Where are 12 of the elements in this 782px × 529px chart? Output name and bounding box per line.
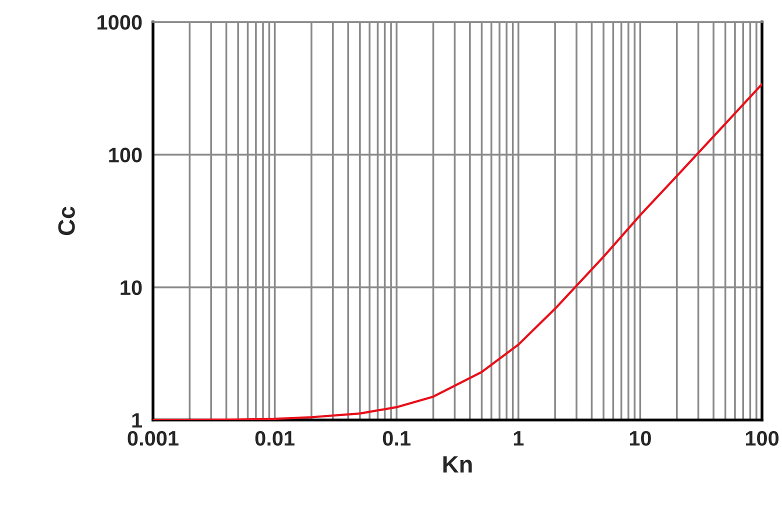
- x-axis-title: Kn: [443, 456, 472, 473]
- x-tick-label: 0.001: [128, 430, 178, 446]
- y-tick-label: 1: [132, 413, 142, 428]
- x-tick-label: 0.1: [382, 430, 410, 446]
- y-tick-label: 100: [109, 148, 142, 162]
- x-tick-label: 100: [746, 430, 779, 446]
- y-tick-label: 10: [120, 280, 142, 296]
- x-tick-label: 10: [630, 430, 651, 446]
- y-axis-title: Cc: [58, 206, 75, 236]
- x-tick-label: 1: [514, 431, 524, 446]
- y-tick-label: 1000: [98, 15, 142, 30]
- x-tick-label: 0.01: [255, 430, 294, 446]
